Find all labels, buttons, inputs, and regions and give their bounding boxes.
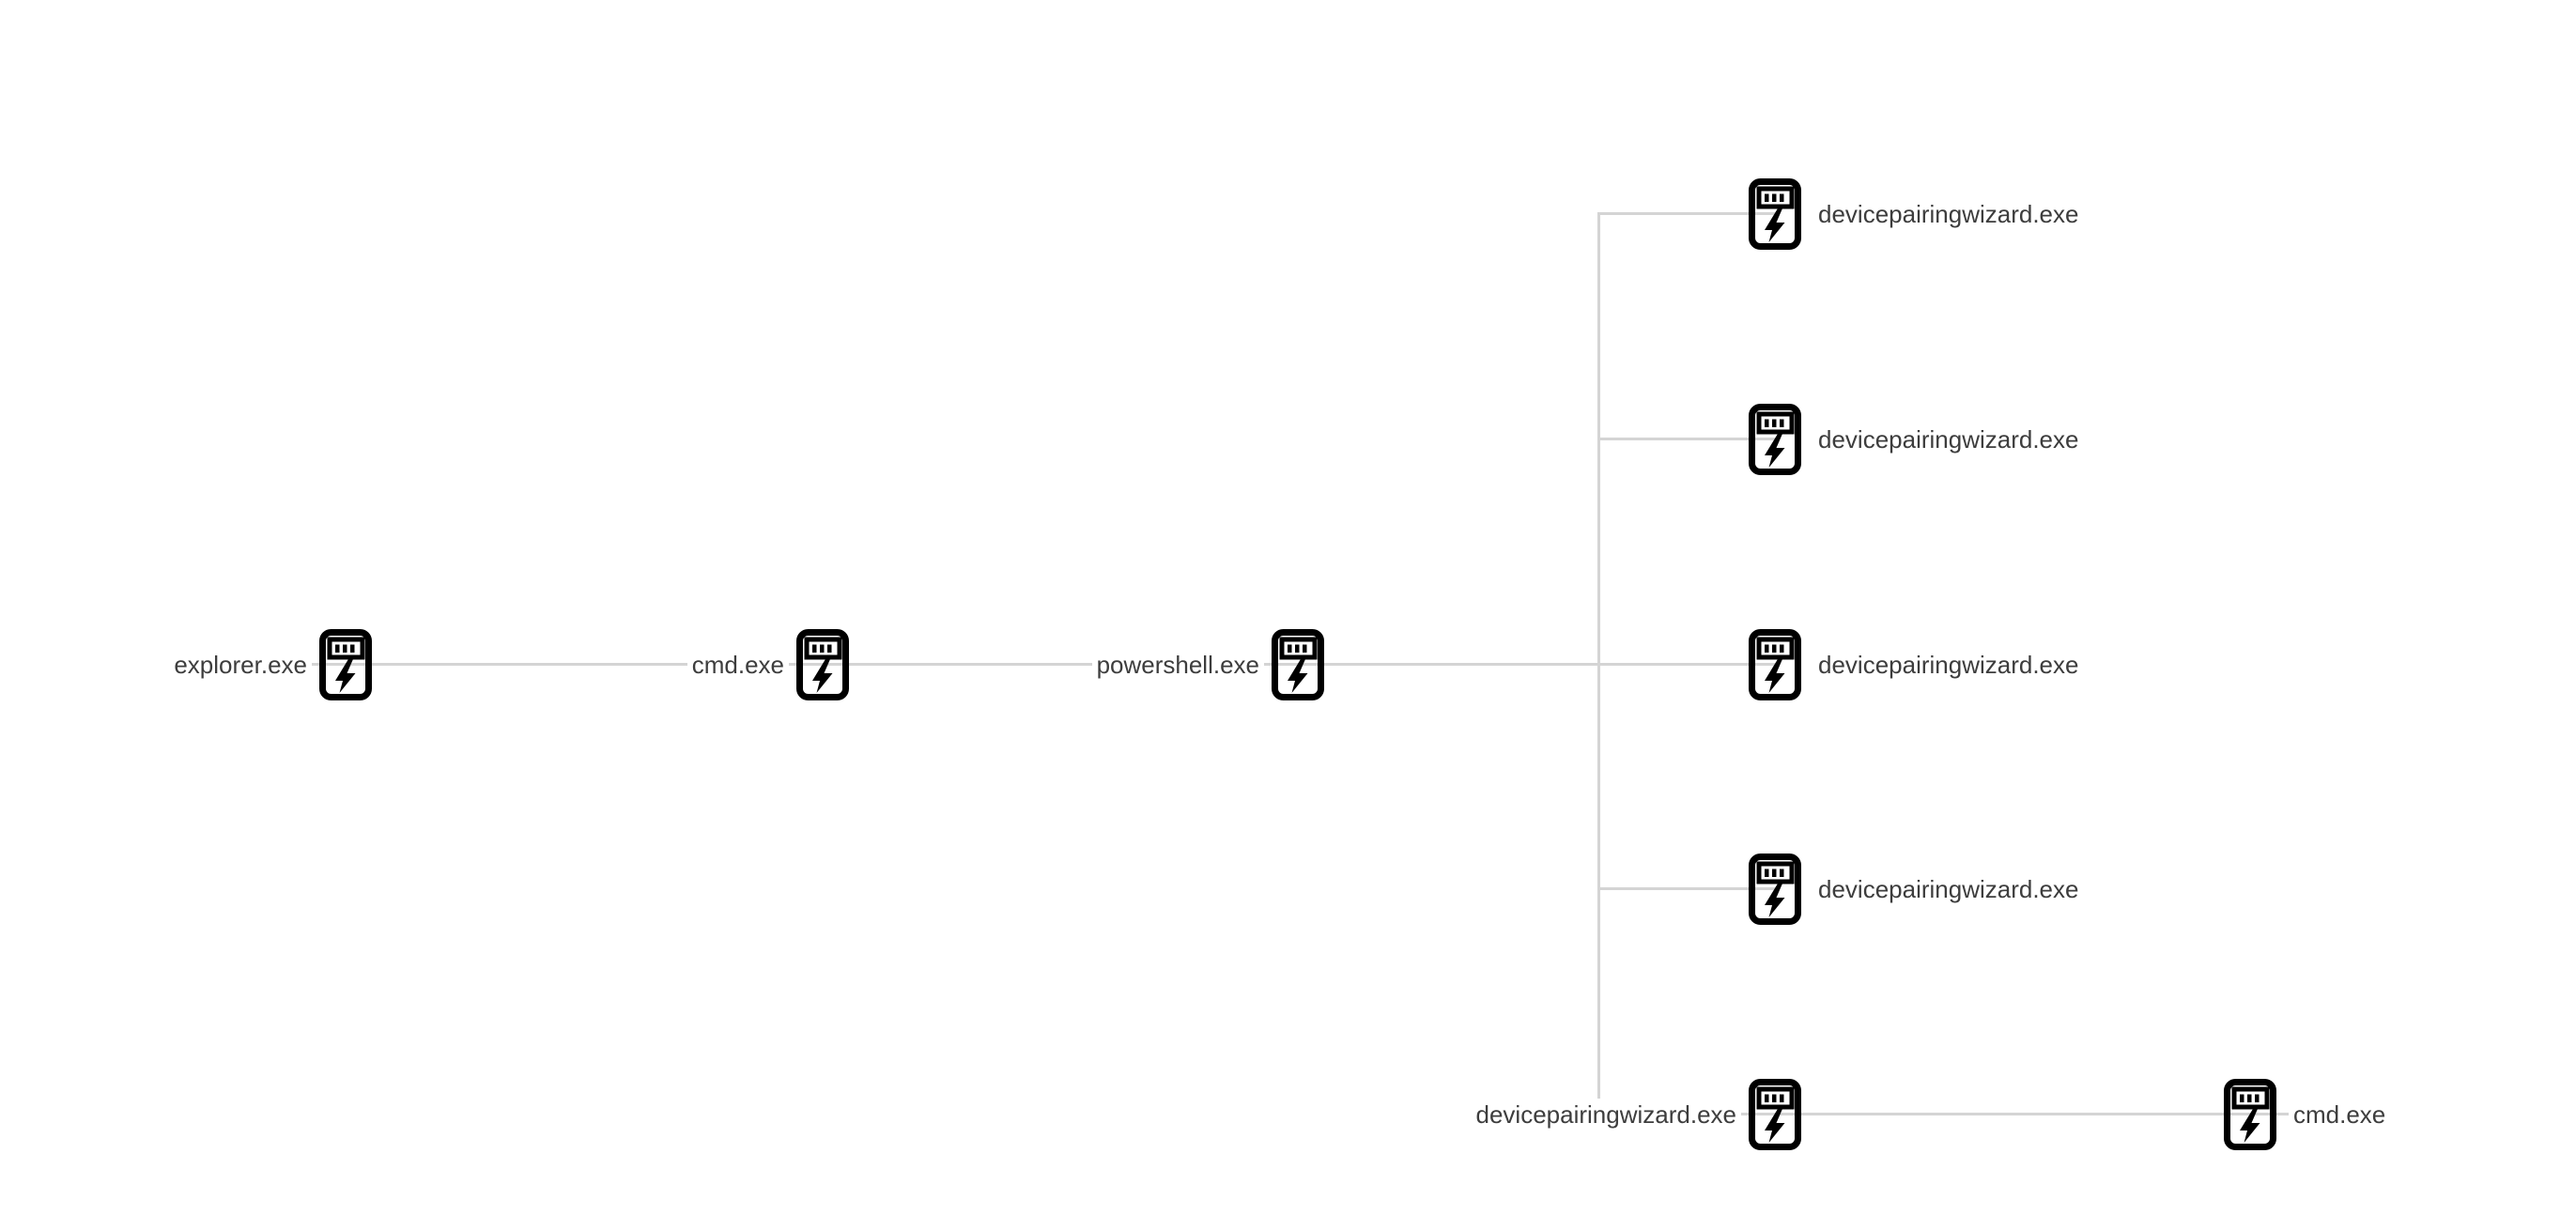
executable-lightning-bolt-icon xyxy=(2224,1079,2276,1150)
process-label: devicepairingwizard.exe xyxy=(1471,1099,1741,1130)
edge-powershell-dpw2 xyxy=(1597,438,1776,440)
process-label: devicepairingwizard.exe xyxy=(1813,423,2084,455)
executable-lightning-bolt-icon xyxy=(1749,1079,1801,1150)
executable-lightning-bolt-icon xyxy=(796,629,849,700)
process-label: devicepairingwizard.exe xyxy=(1813,198,2084,230)
executable-lightning-bolt-icon xyxy=(1749,404,1801,475)
executable-lightning-bolt-icon xyxy=(1749,178,1801,250)
edge-dpw5-cmd2 xyxy=(1597,1113,2301,1115)
process-node-devicepairingwizard-2[interactable]: devicepairingwizard.exe xyxy=(1749,404,2084,475)
process-node-cmd[interactable]: cmd.exe xyxy=(686,629,849,700)
process-label: explorer.exe xyxy=(169,649,312,681)
edge-powershell-children-elbow xyxy=(1597,212,1600,1115)
process-label: powershell.exe xyxy=(1091,649,1264,681)
executable-lightning-bolt-icon xyxy=(319,629,372,700)
process-node-powershell[interactable]: powershell.exe xyxy=(1091,629,1324,700)
process-label: devicepairingwizard.exe xyxy=(1813,873,2084,905)
edge-powershell-dpw1 xyxy=(1597,212,1776,215)
process-label: cmd.exe xyxy=(2289,1099,2391,1130)
executable-lightning-bolt-icon xyxy=(1749,854,1801,925)
edge-explorer-to-children xyxy=(244,663,1775,666)
process-label: cmd.exe xyxy=(686,649,789,681)
process-node-devicepairingwizard-1[interactable]: devicepairingwizard.exe xyxy=(1749,178,2084,250)
process-node-devicepairingwizard-5[interactable]: devicepairingwizard.exe xyxy=(1471,1079,1801,1150)
executable-lightning-bolt-icon xyxy=(1272,629,1324,700)
process-node-devicepairingwizard-4[interactable]: devicepairingwizard.exe xyxy=(1749,854,2084,925)
process-node-explorer[interactable]: explorer.exe xyxy=(169,629,372,700)
process-node-devicepairingwizard-3[interactable]: devicepairingwizard.exe xyxy=(1749,629,2084,700)
process-node-cmd-child[interactable]: cmd.exe xyxy=(2224,1079,2391,1150)
edge-powershell-dpw4 xyxy=(1597,887,1776,890)
executable-lightning-bolt-icon xyxy=(1749,629,1801,700)
process-label: devicepairingwizard.exe xyxy=(1813,649,2084,681)
